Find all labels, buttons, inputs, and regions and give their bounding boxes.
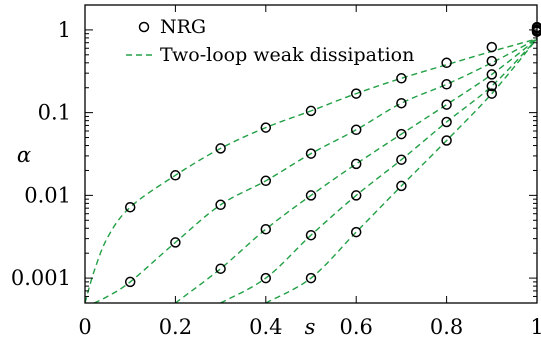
nrg-point <box>350 158 362 170</box>
nrg-point <box>441 135 452 146</box>
nrg-point <box>305 272 317 284</box>
y-tick-label: 1 <box>58 18 71 42</box>
x-tick-label: 0.4 <box>249 315 282 339</box>
nrg-point <box>441 99 452 110</box>
x-tick-label: 1 <box>530 315 541 339</box>
nrg-point <box>260 175 272 187</box>
y-tick-label: 0.001 <box>11 266 71 290</box>
nrg-point <box>441 79 452 90</box>
axis-ticks <box>84 4 538 304</box>
nrg-point <box>486 55 498 67</box>
nrg-point <box>124 276 136 288</box>
nrg-point <box>396 128 407 140</box>
nrg-point <box>170 170 181 181</box>
fit-curve-3 <box>174 38 538 304</box>
fit-curve-1 <box>84 38 538 304</box>
nrg-point <box>486 69 498 80</box>
nrg-point <box>396 180 407 192</box>
nrg-point <box>350 226 362 238</box>
x-tick-label: 0 <box>78 315 91 339</box>
nrg-point <box>260 223 272 235</box>
nrg-point <box>305 190 317 201</box>
nrg-point <box>396 73 407 84</box>
nrg-point <box>260 122 272 133</box>
nrg-point <box>350 190 362 201</box>
nrg-point <box>305 105 317 117</box>
nrg-point <box>215 199 226 211</box>
fit-lines <box>84 38 538 304</box>
nrg-point <box>486 41 498 53</box>
legend-marker-nrg <box>138 21 150 33</box>
x-tick-label: 0.6 <box>339 315 372 339</box>
tick-labels: 0 0.2 0.4 0.6 0.8 1 0.001 0.01 0.1 1 <box>11 18 541 339</box>
nrg-point <box>441 116 452 128</box>
legend-label-nrg: NRG <box>160 16 206 38</box>
nrg-point <box>486 80 498 92</box>
nrg-point <box>215 143 226 154</box>
x-axis-label: s <box>305 315 316 339</box>
nrg-point <box>215 263 226 274</box>
y-tick-label: 0.01 <box>24 183 71 207</box>
y-tick-label: 0.1 <box>38 101 71 125</box>
nrg-point <box>486 88 498 99</box>
nrg-point <box>260 272 272 284</box>
nrg-point <box>350 88 362 99</box>
nrg-point <box>305 229 317 241</box>
nrg-point <box>441 57 452 69</box>
nrg-point <box>305 148 317 159</box>
y-axis-label: α <box>17 143 31 167</box>
x-tick-label: 0.8 <box>430 315 463 339</box>
nrg-point <box>124 201 136 213</box>
fit-curve-2 <box>93 38 538 304</box>
nrg-point <box>350 124 362 136</box>
nrg-point <box>396 97 407 109</box>
plot-frame <box>84 4 538 304</box>
legend-label-two-loop: Two-loop weak dissipation <box>160 44 414 66</box>
x-tick-label: 0.2 <box>159 315 192 339</box>
nrg-point <box>170 237 181 248</box>
nrg-point <box>396 154 407 165</box>
fit-curve-5 <box>265 38 538 304</box>
legend: NRG Two-loop weak dissipation <box>126 16 414 66</box>
